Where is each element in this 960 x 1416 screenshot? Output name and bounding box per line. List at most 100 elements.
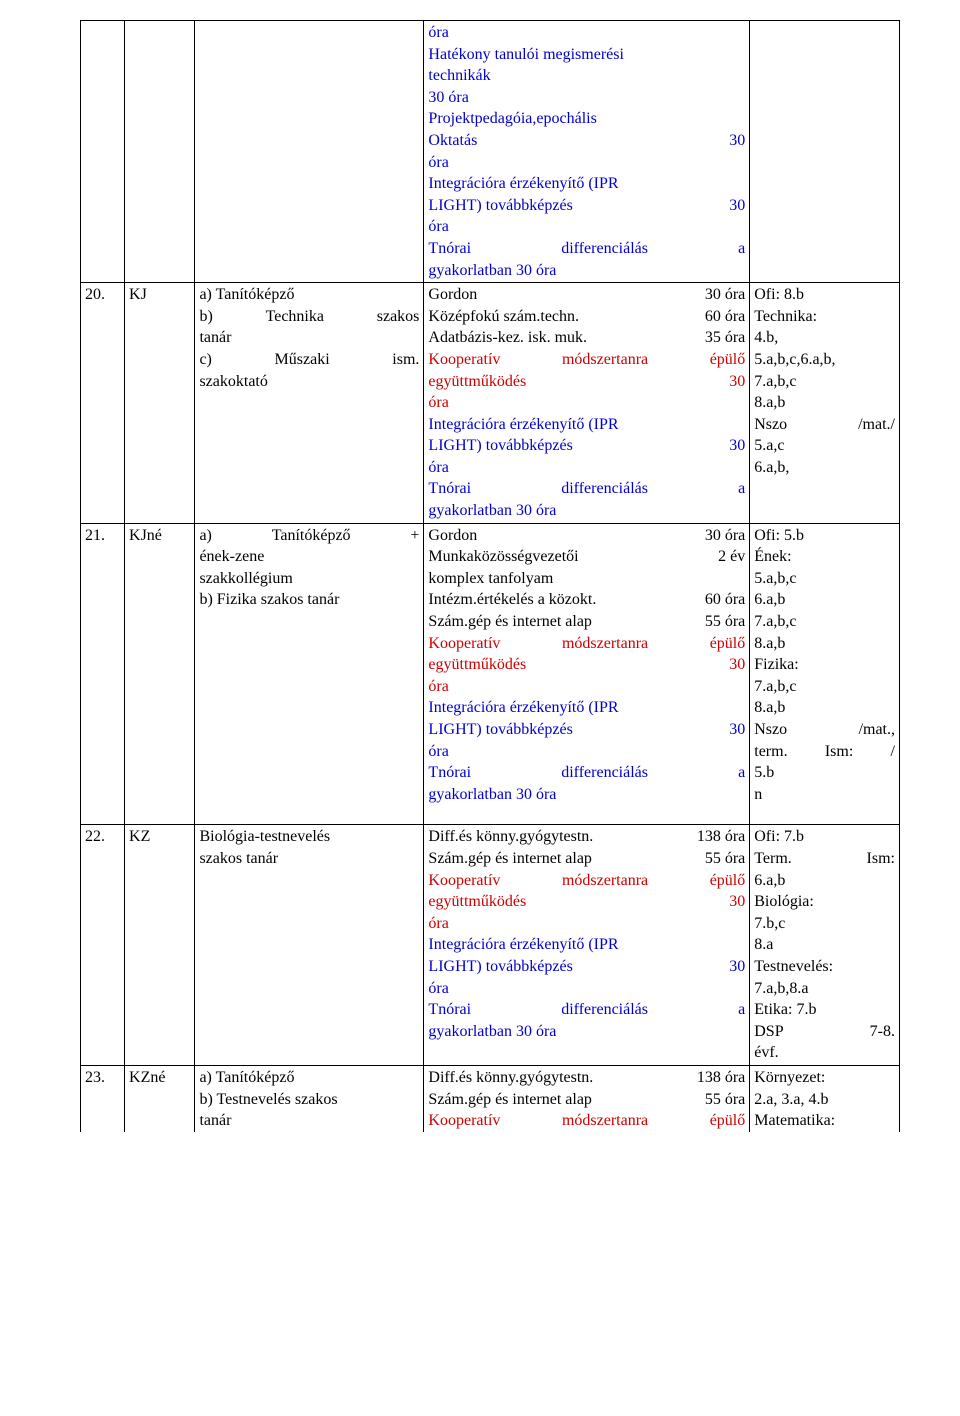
text: óra [428,676,745,698]
text: Technika: [754,306,895,328]
cell-subj [750,21,900,283]
text: 7.b,c [754,913,895,935]
cell-train: Diff.és könny.gyógytestn.138 óra Szám.gé… [424,1065,750,1131]
cell-train: Gordon30 óra Középfokú szám.techn.60 óra… [424,283,750,524]
text: Gordon30 óra [428,525,745,547]
text: Ofi: 5.b [754,525,895,547]
text: gyakorlatban 30 óra [428,500,745,522]
text: Nszo/mat., [754,719,895,741]
text: b) Technika szakos [199,306,419,328]
text: gyakorlatban 30 óra [428,260,745,282]
text: DSP7-8. [754,1021,895,1043]
text: óra [428,392,745,414]
cell-code [125,21,195,283]
text: 7.a,b,c [754,371,895,393]
text: Gordon30 óra [428,284,745,306]
text: együttműködés30 [428,654,745,676]
text: 6.a,b [754,589,895,611]
text: Munkaközösségvezetői2 év [428,546,745,568]
text: szakos tanár [199,848,419,870]
table-row: óra Hatékony tanulói megismerési technik… [81,21,900,283]
text: Integrációra érzékenyítő (IPR [428,697,745,719]
text: n [754,784,895,806]
text: Tnórai differenciálás a [428,238,745,260]
text: Intézm.értékelés a közokt.60 óra [428,589,745,611]
cell-qual: a)Tanítóképző+ ének-zene szakkollégium b… [195,523,424,825]
text: 6.a,b [754,870,895,892]
text: Tnóraidifferenciálása [428,762,745,784]
table-row: 22. KZ Biológia-testnevelés szakos tanár… [81,825,900,1066]
text: óra [428,152,745,174]
main-table: óra Hatékony tanulói megismerési technik… [80,20,900,1132]
cell-num: 23. [81,1065,125,1131]
text: Matematika: [754,1110,895,1132]
text: évf. [754,1042,895,1064]
text: Integrációra érzékenyítő (IPR [428,934,745,956]
text: Kooperatívmódszertanraépülő [428,349,745,371]
table-row: 21. KJné a)Tanítóképző+ ének-zene szakko… [81,523,900,825]
text: Kooperatívmódszertanraépülő [428,633,745,655]
text: Biológia: [754,891,895,913]
text: Diff.és könny.gyógytestn.138 óra [428,826,745,848]
cell-train: óra Hatékony tanulói megismerési technik… [424,21,750,283]
cell-qual: a) Tanítóképző b) Technika szakos tanár … [195,283,424,524]
text: Adatbázis-kez. isk. muk.35 óra [428,327,745,349]
text: tanár [199,1110,419,1132]
text: Integrációra érzékenyítő (IPR [428,173,745,195]
text: Ofi: 7.b [754,826,895,848]
cell-qual [195,21,424,283]
text: a) Tanítóképző [199,284,419,306]
cell-subj: Ofi: 8.b Technika: 4.b, 5.a,b,c,6.a,b, 7… [750,283,900,524]
text: Tnóraidifferenciálása [428,999,745,1021]
text: 5.a,c [754,435,895,457]
text: 2.a, 3.a, 4.b [754,1089,895,1111]
cell-qual: a) Tanítóképző b) Testnevelés szakos tan… [195,1065,424,1131]
text: Testnevelés: [754,956,895,978]
cell-num [81,21,125,283]
text: Szám.gép és internet alap55 óra [428,1089,745,1111]
table-row: 23. KZné a) Tanítóképző b) Testnevelés s… [81,1065,900,1131]
cell-train: Gordon30 óra Munkaközösségvezetői2 év ko… [424,523,750,825]
text: Ofi: 8.b [754,284,895,306]
text: 5.b [754,762,895,784]
text: 5.a,b,c,6.a,b, [754,349,895,371]
text: Fizika: [754,654,895,676]
text: 5.a,b,c [754,568,895,590]
text: együttműködés30 [428,891,745,913]
text: óra [428,457,745,479]
text: Szám.gép és internet alap55 óra [428,848,745,870]
table-row: 20. KJ a) Tanítóképző b) Technika szakos… [81,283,900,524]
text: Kooperatívmódszertanraépülő [428,870,745,892]
cell-train: Diff.és könny.gyógytestn.138 óra Szám.gé… [424,825,750,1066]
cell-qual: Biológia-testnevelés szakos tanár [195,825,424,1066]
text: 7.a,b,c [754,611,895,633]
cell-code: KZ [125,825,195,1066]
text: a) Tanítóképző [199,1067,419,1089]
text: 7.a,b,c [754,676,895,698]
text: 7.a,b,8.a [754,978,895,1000]
text: LIGHT) továbbképzés30 [428,956,745,978]
text: LIGHT) továbbképzés 30 [428,195,745,217]
text: LIGHT) továbbképzés30 [428,435,745,457]
text: 4.b, [754,327,895,349]
text: Diff.és könny.gyógytestn.138 óra [428,1067,745,1089]
text: Projektpedagóia,epochális [428,108,745,130]
text: b) Testnevelés szakos [199,1089,419,1111]
cell-subj: Ofi: 5.b Ének: 5.a,b,c 6.a,b 7.a,b,c 8.a… [750,523,900,825]
text: óra [428,216,745,238]
cell-code: KJ [125,283,195,524]
text: c) Műszaki ism. [199,349,419,371]
text: technikák [428,65,745,87]
text: Nszo/mat./ [754,414,895,436]
cell-subj: Környezet: 2.a, 3.a, 4.b Matematika: [750,1065,900,1131]
text: 8.a,b [754,697,895,719]
text: 8.a [754,934,895,956]
cell-code: KZné [125,1065,195,1131]
text: szakoktató [199,371,419,393]
text: Ének: [754,546,895,568]
cell-subj: Ofi: 7.b Term.Ism: 6.a,b Biológia: 7.b,c… [750,825,900,1066]
text: LIGHT) továbbképzés30 [428,719,745,741]
text: óra [428,978,745,1000]
text: Szám.gép és internet alap55 óra [428,611,745,633]
text: 8.a,b [754,633,895,655]
